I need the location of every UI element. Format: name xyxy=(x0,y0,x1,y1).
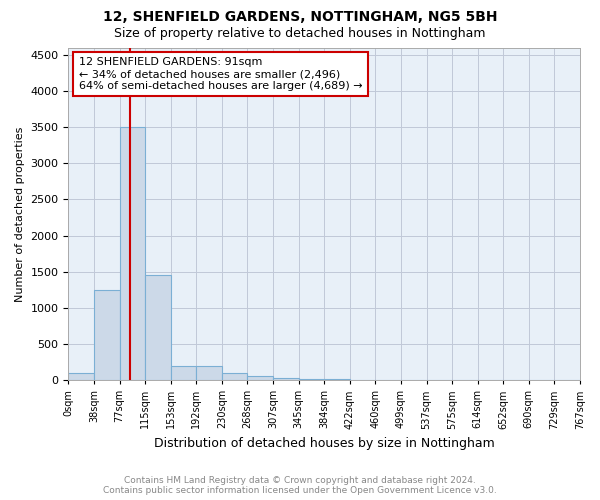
Text: 12 SHENFIELD GARDENS: 91sqm
← 34% of detached houses are smaller (2,496)
64% of : 12 SHENFIELD GARDENS: 91sqm ← 34% of det… xyxy=(79,58,362,90)
Bar xyxy=(196,366,222,380)
Bar xyxy=(68,373,94,380)
Bar xyxy=(94,290,119,380)
Text: Contains HM Land Registry data © Crown copyright and database right 2024.: Contains HM Land Registry data © Crown c… xyxy=(124,476,476,485)
Bar xyxy=(171,366,196,380)
Bar xyxy=(273,378,299,380)
Text: Contains public sector information licensed under the Open Government Licence v3: Contains public sector information licen… xyxy=(103,486,497,495)
Bar xyxy=(145,276,171,380)
X-axis label: Distribution of detached houses by size in Nottingham: Distribution of detached houses by size … xyxy=(154,437,494,450)
Bar xyxy=(222,373,247,380)
Bar xyxy=(247,376,273,380)
Text: 12, SHENFIELD GARDENS, NOTTINGHAM, NG5 5BH: 12, SHENFIELD GARDENS, NOTTINGHAM, NG5 5… xyxy=(103,10,497,24)
Bar xyxy=(119,127,145,380)
Bar xyxy=(299,378,324,380)
Y-axis label: Number of detached properties: Number of detached properties xyxy=(15,126,25,302)
Text: Size of property relative to detached houses in Nottingham: Size of property relative to detached ho… xyxy=(114,28,486,40)
